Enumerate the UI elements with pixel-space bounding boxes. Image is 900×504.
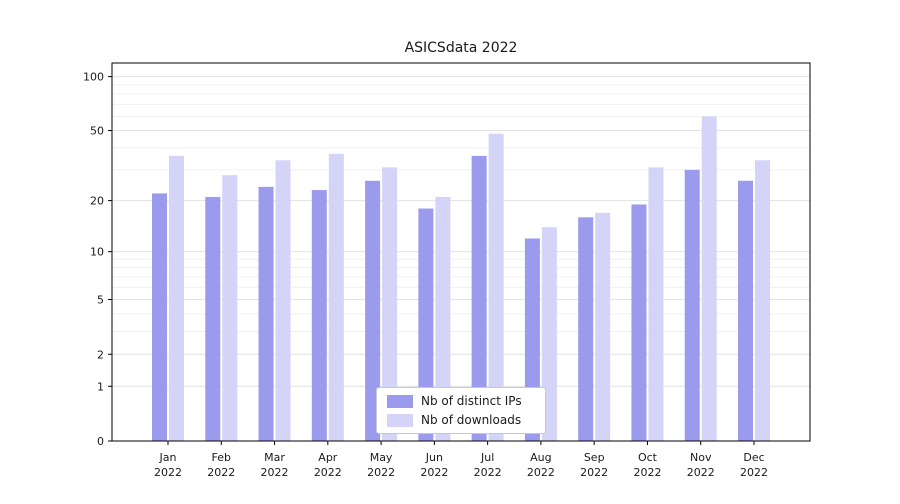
- x-tick-label-year: 2022: [633, 466, 661, 479]
- x-tick-label-month: Feb: [212, 451, 231, 464]
- x-tick-label-year: 2022: [474, 466, 502, 479]
- chart-title: ASICSdata 2022: [405, 40, 518, 56]
- bar-downloads-jul: [488, 133, 504, 441]
- legend: Nb of distinct IPs Nb of downloads: [376, 387, 546, 434]
- bar-downloads-apr: [328, 153, 344, 441]
- bar-distinct-ips-nov: [684, 169, 700, 442]
- x-tick-label-year: 2022: [314, 466, 342, 479]
- bar-downloads-nov: [701, 116, 717, 441]
- y-tick-label: 50: [90, 125, 104, 138]
- bar-downloads-sep: [595, 212, 611, 441]
- legend-swatch-distinct-ips: [387, 394, 413, 408]
- bar-distinct-ips-feb: [205, 196, 221, 441]
- x-tick-label-month: Jun: [425, 451, 443, 464]
- legend-item-distinct-ips: Nb of distinct IPs: [387, 394, 535, 408]
- bar-distinct-ips-jul: [471, 155, 487, 441]
- x-tick-label-month: Nov: [690, 451, 712, 464]
- bar-downloads-mar: [275, 160, 291, 441]
- legend-item-downloads: Nb of downloads: [387, 413, 535, 427]
- bar-downloads-aug: [541, 227, 557, 441]
- bar-distinct-ips-apr: [311, 190, 327, 441]
- x-tick-label-month: Mar: [264, 451, 285, 464]
- bar-distinct-ips-may: [365, 180, 381, 442]
- bar-downloads-feb: [222, 175, 238, 441]
- bar-distinct-ips-dec: [738, 180, 753, 442]
- bar-distinct-ips-oct: [631, 204, 647, 441]
- bar-downloads-jan: [169, 155, 184, 441]
- x-tick-label-year: 2022: [420, 466, 448, 479]
- legend-label-downloads: Nb of downloads: [421, 413, 522, 427]
- y-tick-label: 100: [83, 71, 104, 84]
- x-tick-label-month: Apr: [318, 451, 338, 464]
- y-tick-label: 0: [97, 435, 104, 448]
- x-tick-label-month: Aug: [530, 451, 551, 464]
- y-tick-label: 1: [97, 380, 104, 393]
- x-tick-label-month: Jan: [159, 451, 177, 464]
- x-tick-label-month: May: [370, 451, 393, 464]
- x-tick-label-year: 2022: [580, 466, 608, 479]
- x-tick-label-year: 2022: [261, 466, 289, 479]
- y-tick-label: 5: [97, 294, 104, 307]
- x-tick-label-year: 2022: [367, 466, 395, 479]
- legend-swatch-downloads: [387, 413, 413, 427]
- bar-distinct-ips-mar: [258, 186, 274, 441]
- x-tick-label-year: 2022: [687, 466, 715, 479]
- bar-downloads-oct: [648, 167, 664, 441]
- x-tick-label-year: 2022: [740, 466, 768, 479]
- axes-frame: [111, 62, 811, 442]
- bar-distinct-ips-jan: [152, 193, 167, 441]
- bar-distinct-ips-sep: [578, 217, 594, 441]
- bar-distinct-ips-jun: [418, 208, 434, 441]
- x-tick-label-year: 2022: [154, 466, 182, 479]
- x-tick-label-year: 2022: [527, 466, 555, 479]
- x-tick-label-month: Dec: [743, 451, 764, 464]
- x-tick-label-month: Sep: [584, 451, 605, 464]
- legend-label-distinct-ips: Nb of distinct IPs: [421, 394, 522, 408]
- y-tick-label: 2: [97, 348, 104, 361]
- x-tick-label-year: 2022: [207, 466, 235, 479]
- bar-downloads-may: [382, 167, 398, 441]
- bar-downloads-jun: [435, 196, 451, 441]
- y-tick-label: 10: [90, 246, 104, 259]
- x-tick-label-month: Jul: [480, 451, 494, 464]
- y-tick-label: 20: [90, 195, 104, 208]
- x-tick-label-month: Oct: [638, 451, 658, 464]
- bar-downloads-dec: [755, 160, 770, 441]
